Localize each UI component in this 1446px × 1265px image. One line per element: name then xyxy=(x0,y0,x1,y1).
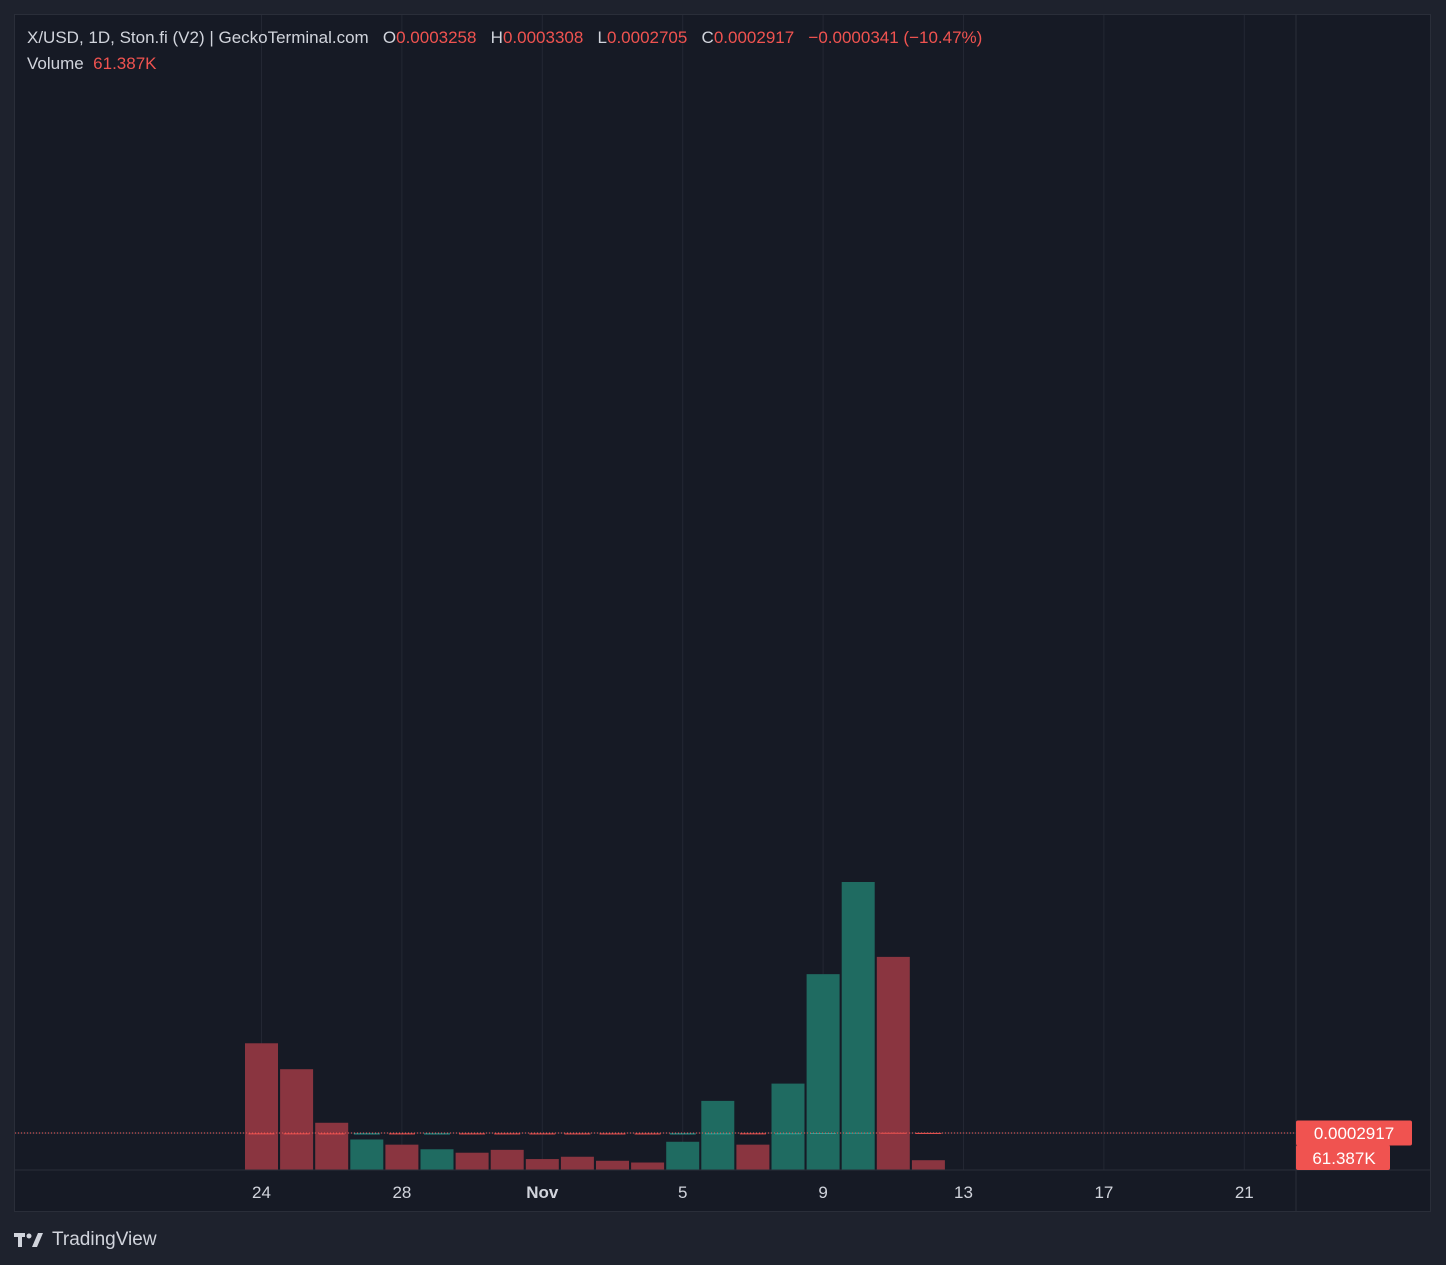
candle[interactable] xyxy=(283,1133,310,1135)
candle-body xyxy=(599,1133,626,1135)
tradingview-logo[interactable]: TradingView xyxy=(14,1228,157,1252)
volume-bar xyxy=(841,882,875,1170)
time-axis-label: 21 xyxy=(1235,1183,1254,1202)
candle-body xyxy=(318,1133,345,1135)
candle-body xyxy=(634,1133,661,1135)
close-label: C xyxy=(701,28,714,47)
volume-bar xyxy=(490,1149,524,1170)
volume-bar xyxy=(280,1069,314,1170)
volume-bar xyxy=(631,1162,665,1170)
volume-tag-text: 61.387K xyxy=(1312,1149,1376,1168)
volume-bar xyxy=(701,1100,735,1170)
candle[interactable] xyxy=(564,1133,591,1135)
volume-layer xyxy=(245,882,945,1170)
low-label: L xyxy=(597,28,607,47)
volume-bar xyxy=(525,1159,559,1170)
candle-body xyxy=(248,1133,275,1135)
symbol-title[interactable]: X/USD, 1D, Ston.fi (V2) | GeckoTerminal.… xyxy=(27,28,369,47)
volume-bar xyxy=(771,1083,805,1170)
candle-body xyxy=(424,1133,450,1135)
high-value: 0.0003308 xyxy=(502,28,584,47)
time-axis-label: 9 xyxy=(818,1183,827,1202)
candle[interactable] xyxy=(775,1133,801,1135)
time-axis-label: Nov xyxy=(526,1183,559,1202)
candle[interactable] xyxy=(634,1133,661,1135)
volume-bar xyxy=(315,1122,349,1170)
volume-bar xyxy=(350,1139,384,1170)
volume-bar xyxy=(385,1144,419,1170)
candle-body xyxy=(494,1133,521,1135)
candle[interactable] xyxy=(353,1133,380,1135)
candle-body xyxy=(459,1133,486,1135)
volume-bar xyxy=(876,956,910,1170)
time-axis-label: 13 xyxy=(954,1183,973,1202)
high-label: H xyxy=(490,28,503,47)
candle-body xyxy=(810,1133,837,1135)
ohlc-legend: X/USD, 1D, Ston.fi (V2) | GeckoTerminal.… xyxy=(27,28,982,48)
candle-body xyxy=(353,1133,380,1135)
candle-body xyxy=(775,1133,801,1135)
last-price-tag: 0.0002917 xyxy=(1296,1120,1412,1146)
candle[interactable] xyxy=(388,1133,415,1135)
volume-bar xyxy=(806,974,840,1170)
volume-bar xyxy=(560,1156,594,1170)
volume-tag: 61.387K xyxy=(1296,1145,1390,1170)
candle[interactable] xyxy=(599,1133,626,1135)
candle-body xyxy=(704,1133,731,1135)
grid-layer xyxy=(15,15,1296,1170)
volume-label[interactable]: Volume xyxy=(27,54,84,73)
candle-body xyxy=(388,1133,415,1135)
candle-body xyxy=(564,1133,591,1135)
change-value: −0.0000341 (−10.47%) xyxy=(808,28,983,47)
volume-legend: Volume 61.387K xyxy=(27,54,157,74)
low-value: 0.0002705 xyxy=(606,28,688,47)
volume-bar xyxy=(596,1160,629,1170)
volume-bar xyxy=(736,1144,770,1170)
candle[interactable] xyxy=(669,1133,696,1135)
candle[interactable] xyxy=(739,1133,766,1135)
volume-bar xyxy=(420,1149,454,1170)
candle[interactable] xyxy=(880,1132,907,1134)
candle-body xyxy=(529,1133,556,1135)
brand-name: TradingView xyxy=(52,1229,157,1250)
volume-bar xyxy=(245,1043,278,1170)
candle[interactable] xyxy=(494,1133,521,1135)
candle[interactable] xyxy=(318,1133,345,1135)
time-axis[interactable]: 24 28 Nov 5 9 13 17 21 xyxy=(252,1183,1254,1202)
candle[interactable] xyxy=(424,1133,450,1135)
candle-body xyxy=(880,1132,907,1134)
candle[interactable] xyxy=(915,1132,942,1134)
candle-body xyxy=(669,1133,696,1135)
candle[interactable] xyxy=(459,1133,486,1135)
time-axis-label: 24 xyxy=(252,1183,271,1202)
time-axis-label: 5 xyxy=(678,1183,687,1202)
volume-bar xyxy=(455,1152,489,1170)
open-value: 0.0003258 xyxy=(396,28,477,47)
time-axis-label: 17 xyxy=(1094,1183,1113,1202)
candle[interactable] xyxy=(810,1132,837,1135)
chart-frame xyxy=(14,14,1431,1212)
volume-value: 61.387K xyxy=(93,54,157,73)
candle-body xyxy=(915,1132,942,1134)
last-price-tag-text: 0.0002917 xyxy=(1314,1124,1394,1143)
volume-bar xyxy=(911,1160,945,1170)
candle[interactable] xyxy=(529,1133,556,1135)
volume-bar xyxy=(666,1141,700,1170)
candle-body xyxy=(283,1133,310,1135)
open-label: O xyxy=(382,28,397,47)
tradingview-logo-icon xyxy=(14,1233,43,1247)
close-value: 0.0002917 xyxy=(713,28,795,47)
candle-body xyxy=(739,1133,766,1135)
time-axis-label: 28 xyxy=(392,1183,411,1202)
